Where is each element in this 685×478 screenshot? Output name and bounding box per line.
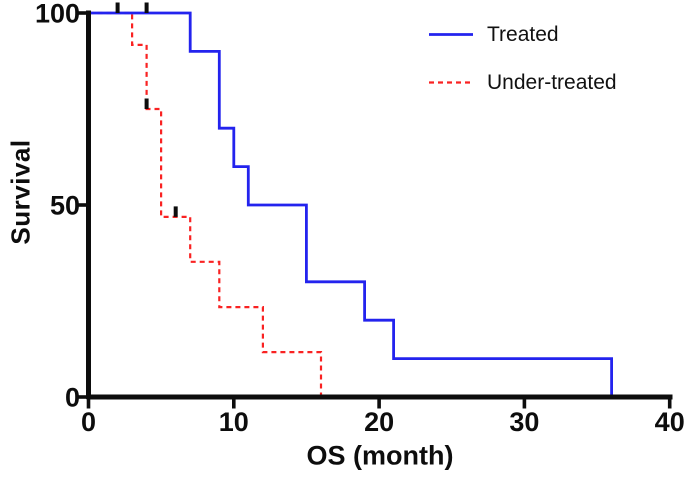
censor-tick [115,2,120,13]
legend-label-treated: Treated [487,23,559,46]
legend-item-treated: Treated [428,21,617,48]
censor-tick [144,98,149,109]
censor-tick [173,206,178,217]
x-tick-label: 10 [219,407,249,437]
y-tick-label: 0 [65,383,80,413]
legend-label-under-treated: Under-treated [487,71,617,94]
x-tick-label: 40 [655,407,685,437]
x-tick-label: 20 [364,407,394,437]
legend: Treated Under-treated [428,21,617,117]
survival-curve-under-treated [88,11,323,397]
censor-tick [144,2,149,13]
x-axis-title: OS (month) [306,440,454,471]
x-tick-label: 0 [81,407,96,437]
y-tick-label: 100 [35,0,80,29]
y-tick-label: 50 [50,191,80,221]
survival-curve-treated [88,11,613,397]
under-treated-dashed-line-icon [429,81,473,84]
y-axis-title: Survival [5,139,36,245]
x-tick-label: 30 [509,407,539,437]
treated-line-icon [429,33,473,36]
legend-item-under-treated: Under-treated [428,69,617,96]
